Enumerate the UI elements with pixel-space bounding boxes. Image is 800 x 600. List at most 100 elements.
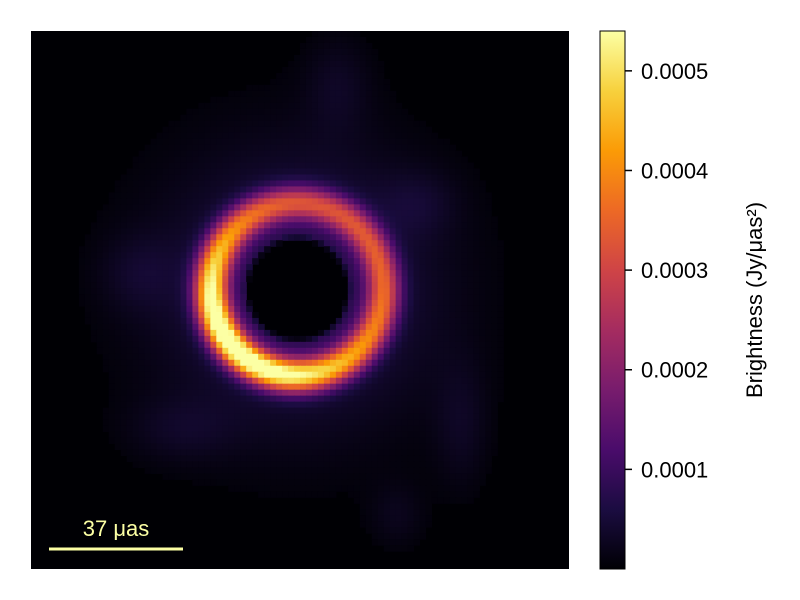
heatmap-cell [335,96,343,104]
heatmap-cell [180,371,188,379]
heatmap-cell [311,198,319,205]
heatmap-cell [473,443,480,451]
heatmap-cell [461,311,468,319]
heatmap-cell [300,234,307,241]
heatmap-cell [341,419,349,427]
heatmap-cell [485,341,492,349]
heatmap-cell [180,449,188,457]
heatmap-cell [252,365,259,373]
heatmap-cell [294,371,301,379]
heatmap-cell [102,365,110,373]
heatmap-cell [341,401,349,409]
heatmap-cell [276,72,283,80]
heatmap-cell [132,461,140,468]
heatmap-cell [389,228,397,235]
heatmap-cell [246,467,253,474]
heatmap-cell [407,186,415,193]
heatmap-cell [252,234,259,241]
heatmap-cell [401,150,409,158]
heatmap-cell [204,240,211,247]
heatmap-cell [216,252,223,259]
heatmap-cell [180,377,188,385]
heatmap-cell [144,401,152,409]
heatmap-cell [353,42,361,50]
heatmap-cell [443,395,451,403]
heatmap-cell [162,431,170,439]
heatmap-cell [389,323,397,331]
heatmap-cell [156,294,164,301]
heatmap-cell [479,258,486,265]
heatmap-cell [168,317,176,325]
heatmap-cell [276,162,283,170]
heatmap-cell [491,443,498,451]
heatmap-cell [335,383,343,391]
heatmap-cell [437,341,445,349]
heatmap-cell [234,353,241,361]
heatmap-cell [437,425,445,433]
heatmap-cell [347,31,355,38]
heatmap-cell [347,389,355,397]
heatmap-cell [264,222,271,229]
heatmap-cell [365,84,373,92]
heatmap-cell [377,186,385,193]
heatmap-cell [395,126,403,134]
heatmap-cell [108,437,116,445]
heatmap-cell [174,383,182,391]
heatmap-cell [395,174,403,182]
heatmap-cell [335,60,343,68]
heatmap-cell [240,425,247,433]
heatmap-cell [276,174,283,182]
heatmap-cell [467,168,474,176]
heatmap-cell [174,144,182,152]
heatmap-cell [180,317,188,325]
heatmap-cell [461,449,468,457]
heatmap-cell [186,311,193,319]
heatmap-cell [210,329,217,337]
heatmap-cell [246,383,253,391]
heatmap-cell [401,258,409,265]
heatmap-cell [156,216,164,223]
heatmap-cell [413,407,421,415]
heatmap-cell [371,234,379,241]
heatmap-cell [168,186,176,193]
heatmap-cell [156,329,164,337]
heatmap-cell [144,204,152,211]
heatmap-cell [329,150,337,158]
heatmap-cell [156,365,164,373]
heatmap-cell [395,329,403,337]
heatmap-cell [395,228,403,235]
heatmap-cell [377,150,385,158]
heatmap-cell [288,174,295,182]
heatmap-cell [240,437,247,445]
heatmap-cell [276,186,283,193]
heatmap-cell [323,443,331,451]
heatmap-cell [138,180,146,188]
heatmap-cell [192,186,199,193]
heatmap-cell [329,120,337,128]
heatmap-cell [114,395,122,403]
heatmap-cell [443,473,451,480]
heatmap-cell [323,144,331,152]
heatmap-cell [120,347,128,355]
heatmap-cell [437,329,445,337]
heatmap-cell [228,258,235,265]
heatmap-cell [317,186,325,193]
heatmap-cell [90,311,98,319]
heatmap-cell [311,479,319,486]
heatmap-cell [144,455,152,462]
heatmap-cell [162,192,170,199]
heatmap-cell [329,72,337,80]
heatmap-cell [216,156,223,164]
heatmap-cell [383,347,391,355]
heatmap-cell [353,323,361,331]
heatmap-cell [389,371,397,379]
heatmap-cell [473,335,480,343]
heatmap-cell [305,401,313,409]
heatmap-cell [323,449,331,457]
heatmap-cell [311,90,319,98]
heatmap-cell [258,234,265,241]
heatmap-cell [431,210,439,217]
heatmap-cell [305,335,313,343]
heatmap-cell [479,228,486,235]
heatmap-cell [449,311,457,319]
